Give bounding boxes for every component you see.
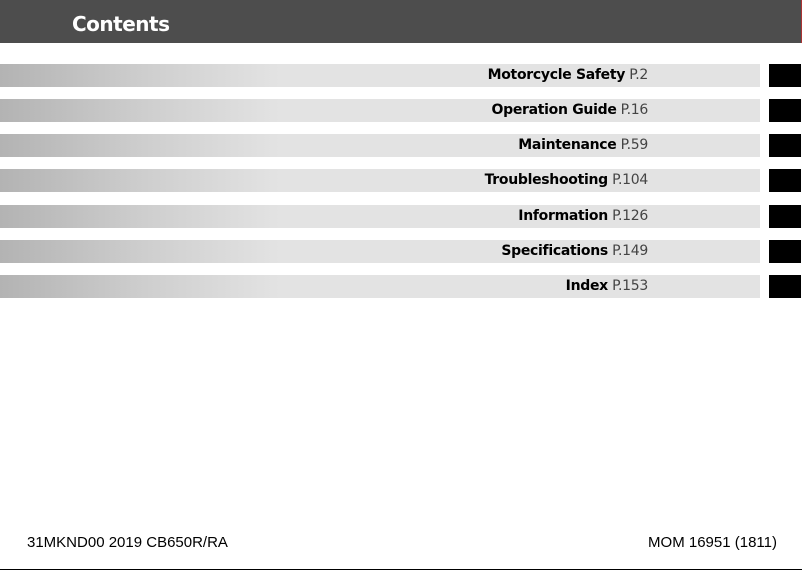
page-title: Contents — [72, 12, 170, 36]
toc-link[interactable]: Index P.153 — [565, 278, 649, 294]
toc-row[interactable]: Maintenance P.59 — [0, 134, 802, 157]
toc-link-bar[interactable]: Index P.153 — [0, 275, 760, 298]
section-tab[interactable] — [769, 275, 801, 298]
toc-row[interactable]: Operation Guide P.16 — [0, 99, 802, 122]
section-tab[interactable] — [769, 99, 801, 122]
toc-row[interactable]: Troubleshooting P.104 — [0, 169, 802, 192]
page-number: P.59 — [620, 137, 649, 153]
section-title: Operation Guide — [491, 102, 617, 118]
toc-link-bar[interactable]: Information P.126 — [0, 205, 760, 228]
page-number: P.153 — [612, 278, 648, 294]
section-title: Motorcycle Safety — [487, 67, 626, 83]
page-number: P.16 — [620, 102, 649, 118]
toc-row[interactable]: Index P.153 — [0, 275, 802, 298]
section-tab[interactable] — [769, 205, 801, 228]
toc-row[interactable]: Information P.126 — [0, 205, 802, 228]
header-bar: Contents — [0, 0, 802, 43]
page-number: P.2 — [629, 67, 648, 83]
section-title: Index — [565, 278, 609, 294]
section-title: Specifications — [501, 243, 608, 259]
toc-link-bar[interactable]: Troubleshooting P.104 — [0, 169, 760, 192]
toc-link[interactable]: Operation Guide P.16 — [491, 102, 649, 118]
section-tab[interactable] — [769, 134, 801, 157]
toc-link[interactable]: Troubleshooting P.104 — [484, 172, 649, 188]
footer-divider — [0, 569, 802, 570]
toc-link-bar[interactable]: Operation Guide P.16 — [0, 99, 760, 122]
toc-link[interactable]: Information P.126 — [518, 208, 648, 224]
toc-row[interactable]: Specifications P.149 — [0, 240, 802, 263]
toc-link-bar[interactable]: Motorcycle Safety P.2 — [0, 64, 760, 87]
section-tab[interactable] — [769, 64, 801, 87]
toc-link-bar[interactable]: Maintenance P.59 — [0, 134, 760, 157]
toc-row[interactable]: Motorcycle Safety P.2 — [0, 64, 802, 87]
section-title: Maintenance — [518, 137, 617, 153]
page-number: P.104 — [612, 172, 648, 188]
footer-model-code: 31MKND00 2019 CB650R/RA — [27, 534, 228, 551]
section-title: Troubleshooting — [484, 172, 609, 188]
toc-link[interactable]: Specifications P.149 — [501, 243, 648, 259]
page-number: P.126 — [612, 208, 648, 224]
footer-manual-code: MOM 16951 (1811) — [648, 534, 777, 551]
section-tab[interactable] — [769, 169, 801, 192]
toc-link-bar[interactable]: Specifications P.149 — [0, 240, 760, 263]
page-number: P.149 — [612, 243, 648, 259]
section-title: Information — [518, 208, 608, 224]
toc-link[interactable]: Motorcycle Safety P.2 — [487, 67, 649, 83]
section-tab[interactable] — [769, 240, 801, 263]
toc-link[interactable]: Maintenance P.59 — [518, 137, 648, 153]
